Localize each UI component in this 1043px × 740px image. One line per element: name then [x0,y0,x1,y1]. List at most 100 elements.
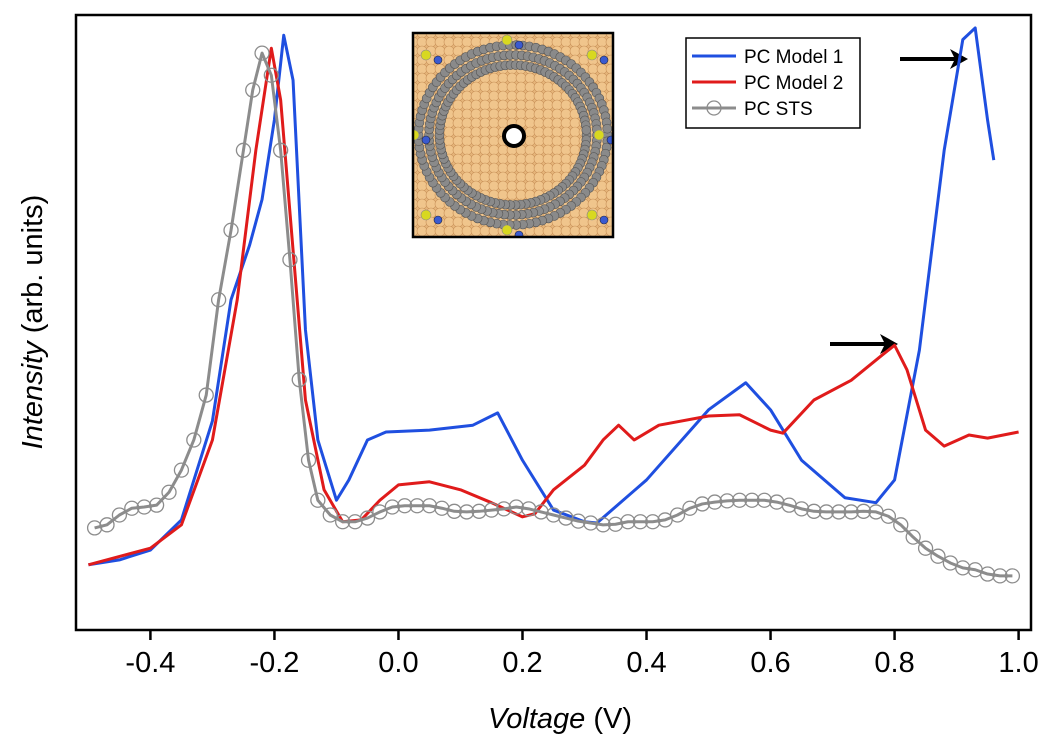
inset-atom [533,108,545,120]
series-line [88,26,996,567]
data-point [254,45,270,61]
inset-atom [470,117,482,129]
data-point [291,372,307,388]
inset-atom [578,225,590,237]
data-point [893,517,909,533]
inset-atom [551,99,563,111]
data-point [111,507,128,523]
inset-atom [479,144,491,156]
inset-atom [506,72,518,84]
inset-atom [461,99,473,111]
inset-atom [542,117,554,129]
inset-atom [479,225,491,237]
inset-atom [560,108,572,120]
inset-atom [560,216,572,228]
inset-atom [433,215,443,225]
inset-atom [506,189,518,201]
inset-atom [533,153,545,165]
data-point [955,560,971,576]
data-point [335,514,351,530]
inset-atom [560,225,572,237]
data-point [421,498,438,514]
plot-area [86,26,1021,584]
inset-atom [452,117,464,129]
inset-atom [443,216,455,228]
arrow [830,334,898,354]
data-point [459,504,475,520]
data-point [533,504,549,520]
inset-atom [497,153,509,165]
data-point [595,517,611,533]
inset-atom [533,162,545,174]
inset-atom [443,36,455,48]
inset-atom [560,135,572,147]
data-point [300,452,317,468]
inset-atom [596,72,608,84]
inset-atom [596,45,608,57]
inset-atom [551,171,563,183]
inset-atom [470,108,482,120]
plot-frame [74,13,1033,632]
data-point [124,500,140,516]
data-point [583,515,599,531]
inset-atom [596,180,608,192]
inset-atom [443,225,455,237]
data-point [719,493,735,509]
inset-atom [488,99,500,111]
inset-atom [578,216,590,228]
inset-atom [551,36,563,48]
inset-atom [452,153,464,165]
inset-atom [533,225,545,237]
inset-atom [470,126,482,138]
inset-atom [551,108,563,120]
inset-atom [524,171,536,183]
x-axis-label-unit: (V) [593,703,632,735]
y-axis-label: Intensity (arb. units) [17,195,49,450]
inset-atom [533,90,545,102]
data-point [86,520,103,536]
inset-atom [533,117,545,129]
inset-atom [479,90,491,102]
inset-atom [605,90,613,102]
data-point [545,507,562,523]
inset-atom [586,49,598,61]
inset-atom [501,34,513,46]
inset-atom [551,126,563,138]
inset-atom [452,216,464,228]
inset-atom [606,135,613,145]
data-point [99,517,115,533]
x-tick-label: 0.0 [378,647,418,679]
inset-atom [605,162,613,174]
data-point [880,508,897,524]
inset-atom [506,162,518,174]
x-axis-label-italic: Voltage [488,703,585,735]
inset-atom [533,126,545,138]
inset-atom [605,63,613,75]
inset-atom [596,36,608,48]
inset-atom [506,90,518,102]
inset-atom [470,144,482,156]
inset-atom [461,153,473,165]
inset-atom [479,81,491,93]
inset-atom [524,153,536,165]
inset-atom [605,36,613,48]
inset-atom [515,171,527,183]
inset-atom [515,189,527,201]
inset-atom [560,36,572,48]
inset-atom [461,126,473,138]
inset-atom [542,126,554,138]
data-point [186,432,202,448]
inset-atom [461,90,473,102]
inset-atom [533,99,545,111]
inset-atom [560,117,572,129]
inset-atom [515,153,527,165]
x-tick-label: 0.8 [874,647,914,679]
inset-atom [569,225,581,237]
inset-atom [452,144,464,156]
inset-atom [596,198,608,210]
inset-atom [599,215,609,225]
series-line [88,46,1019,567]
inset-atom [497,72,509,84]
data-point [434,500,450,516]
